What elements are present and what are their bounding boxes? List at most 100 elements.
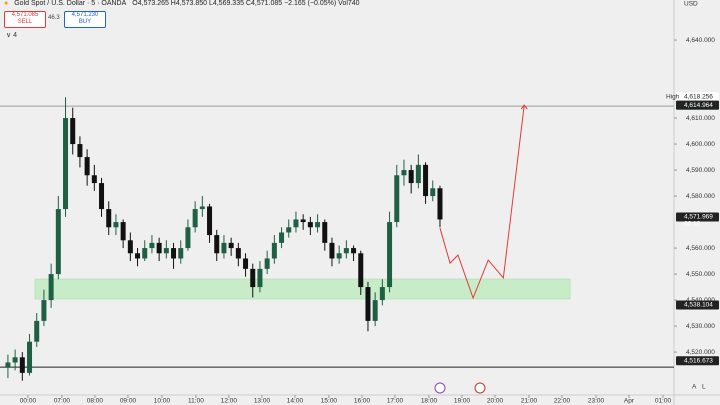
candle-body bbox=[178, 248, 184, 259]
plot-area bbox=[0, 0, 674, 395]
price-label: 4,516.673 bbox=[684, 357, 713, 364]
candle-body bbox=[12, 357, 18, 363]
forecast-arrow bbox=[520, 104, 528, 110]
candle-body bbox=[55, 209, 61, 275]
x-tick-label: 13:00 bbox=[254, 398, 271, 405]
sell-button[interactable]: 4,571.085 SELL bbox=[4, 11, 46, 28]
candle-body bbox=[329, 242, 335, 259]
countdown: 00:12 bbox=[684, 221, 701, 228]
sell-price: 4,571.085 bbox=[11, 12, 39, 18]
candle-body bbox=[228, 242, 234, 249]
price-label: 4,618.256 bbox=[684, 93, 713, 100]
x-tick-label: 08:00 bbox=[87, 398, 104, 405]
candle-body bbox=[293, 219, 299, 228]
candle-body bbox=[106, 209, 112, 228]
buy-price: 4,571.230 bbox=[71, 12, 99, 18]
candle-body bbox=[207, 206, 213, 236]
candle-body bbox=[113, 222, 119, 228]
x-tick-label: 14:00 bbox=[287, 398, 304, 405]
indicator-toggle[interactable]: ∨ 4 bbox=[6, 32, 17, 39]
buy-button[interactable]: 4,571.230 BUY bbox=[64, 11, 106, 28]
candle-body bbox=[214, 235, 220, 254]
candle-body bbox=[243, 258, 249, 269]
y-tick-label: 4,610.000 bbox=[686, 115, 715, 122]
sell-label: SELL bbox=[17, 19, 33, 25]
candle-body bbox=[235, 248, 241, 259]
candle-body bbox=[84, 157, 90, 176]
candle-body bbox=[322, 222, 328, 243]
candle-body bbox=[156, 242, 162, 254]
candle-body bbox=[142, 248, 148, 259]
candle-body bbox=[221, 242, 227, 254]
y-tick-label: 4,560.000 bbox=[686, 245, 715, 252]
buy-label: BUY bbox=[78, 19, 92, 25]
x-tick-label: 10:00 bbox=[154, 398, 171, 405]
event-icon bbox=[434, 382, 446, 394]
candle-body bbox=[192, 209, 198, 228]
candle-body bbox=[387, 222, 393, 288]
x-tick-label: Apr bbox=[624, 398, 635, 405]
candle-body bbox=[149, 242, 155, 249]
x-tick-label: 11:00 bbox=[188, 398, 204, 405]
candle-body bbox=[351, 248, 357, 254]
candle-body bbox=[27, 341, 33, 373]
candle-body bbox=[120, 222, 126, 241]
candle-body bbox=[264, 258, 270, 269]
candle-body bbox=[437, 188, 443, 220]
x-tick-label: 18:00 bbox=[421, 398, 438, 405]
price-label-box bbox=[676, 92, 719, 102]
candle-body bbox=[48, 274, 54, 301]
candle-body bbox=[19, 357, 25, 373]
ohlc-legend: O4,573.265 H4,573.850 L4,569.335 C4,571.… bbox=[132, 0, 360, 7]
candle-body bbox=[358, 253, 364, 288]
y-tick-label: 4,640.000 bbox=[686, 37, 715, 44]
candle-body bbox=[408, 170, 414, 184]
price-label-box bbox=[676, 100, 719, 110]
candle-body bbox=[185, 227, 191, 249]
candle-body bbox=[135, 253, 141, 259]
candle-body bbox=[336, 253, 342, 259]
candle-body bbox=[250, 268, 256, 288]
y-tick-label: 4,580.000 bbox=[686, 193, 715, 200]
candle-body bbox=[199, 206, 205, 210]
x-tick-label: 09:00 bbox=[120, 398, 137, 405]
candle-body bbox=[271, 242, 277, 259]
x-tick-label: 07:00 bbox=[54, 398, 71, 405]
price-label: 4,538.104 bbox=[684, 302, 713, 309]
x-tick-label: 22:00 bbox=[554, 398, 571, 405]
chart-title: Gold Spot / U.S. Dollar · 5 · OANDA bbox=[14, 0, 127, 7]
y-tick-label: 4,590.000 bbox=[686, 167, 715, 174]
candle-body bbox=[279, 232, 285, 243]
price-label-box bbox=[676, 212, 719, 222]
candle-body bbox=[300, 219, 306, 223]
candle-body bbox=[343, 248, 349, 254]
candle-body bbox=[379, 287, 385, 301]
candle-body bbox=[401, 170, 407, 176]
candle-body bbox=[430, 188, 436, 197]
y-tick-label: 4,530.000 bbox=[686, 323, 715, 330]
event-icon bbox=[474, 382, 486, 394]
candle-body bbox=[286, 227, 292, 233]
price-label-box bbox=[676, 356, 719, 366]
indicator-count: 4 bbox=[13, 32, 17, 39]
x-tick-label: 21:00 bbox=[521, 398, 538, 405]
corner-label: L bbox=[702, 384, 706, 391]
symbol-icon: ● bbox=[4, 0, 9, 7]
candle-body bbox=[372, 300, 378, 321]
x-tick-label: 23:00 bbox=[588, 398, 605, 405]
header: ● Gold Spot / U.S. Dollar · 5 · OANDA O4,5… bbox=[4, 0, 366, 7]
x-tick-label: 12:00 bbox=[221, 398, 238, 405]
candle-body bbox=[77, 144, 83, 158]
high-label: High bbox=[666, 93, 680, 100]
candle-body bbox=[127, 240, 133, 254]
corner-label: A bbox=[692, 384, 697, 391]
candle-body bbox=[63, 118, 69, 210]
forecast-line bbox=[439, 104, 525, 300]
candle-body bbox=[34, 320, 40, 342]
currency-label: USD bbox=[684, 1, 698, 8]
y-tick-label: 4,600.000 bbox=[686, 141, 715, 148]
x-tick-label: 15:00 bbox=[321, 398, 338, 405]
candle-body bbox=[257, 268, 263, 288]
